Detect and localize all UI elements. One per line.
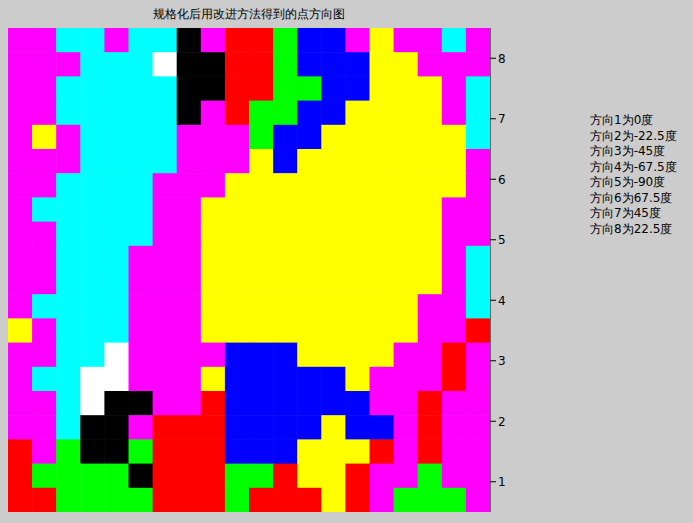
html-text:方向7为45度: 方向7为45度 [590,206,661,220]
svg-text:5: 5 [498,233,506,247]
html-text:方向4为-67.5度: 方向4为-67.5度 [590,159,677,174]
html-text:方向6为67.5度: 方向6为67.5度 [590,190,673,205]
svg-text:2: 2 [498,415,506,429]
html-text:方向8为22.5度: 方向8为22.5度 [590,221,673,236]
svg-text:4: 4 [498,294,506,308]
svg-text:3: 3 [498,354,506,368]
html-text:规格化后用改进方法得到的点方向图: 规格化后用改进方法得到的点方向图 [153,7,345,21]
svg-text:1: 1 [498,475,506,489]
svg-text:8: 8 [498,52,506,66]
svg-text:7: 7 [498,112,506,126]
html-text:方向1为0度: 方向1为0度 [590,113,654,127]
html-text:方向2为-22.5度: 方向2为-22.5度 [590,128,677,143]
html-text:方向5为-90度: 方向5为-90度 [590,175,666,189]
html-text:方向3为-45度: 方向3为-45度 [590,144,666,158]
svg-text:6: 6 [498,173,506,187]
